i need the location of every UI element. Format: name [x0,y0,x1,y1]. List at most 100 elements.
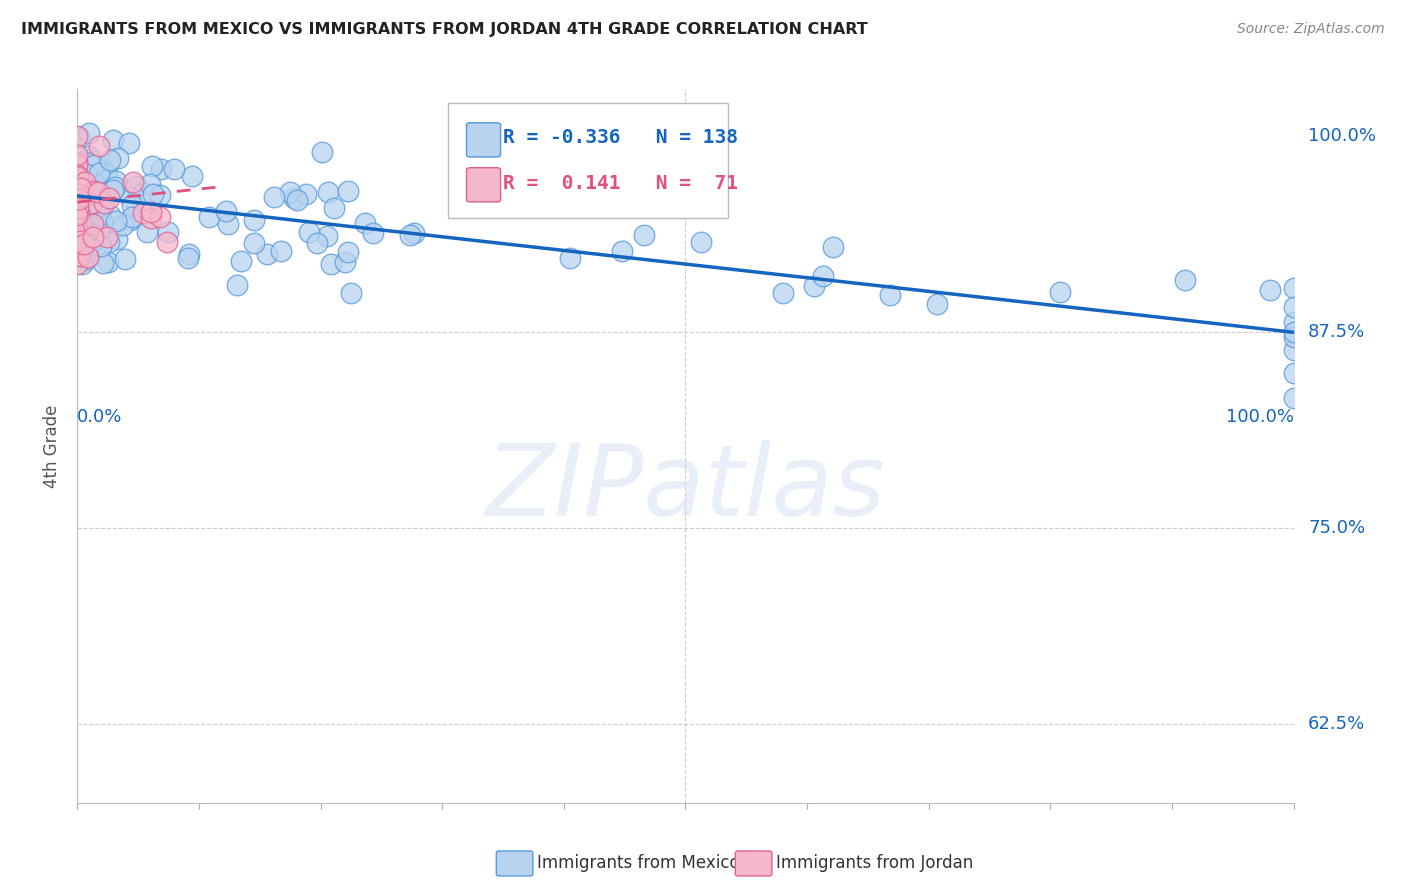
Point [132,205,155,219]
Point [76,214,98,228]
Point [70,243,93,257]
Point [80,236,103,251]
Point [103,184,125,198]
Point [79,163,101,178]
Point [66,169,89,183]
Point [927,297,949,311]
Point [689,235,711,250]
Point [1282,300,1305,314]
Point [316,229,339,244]
Point [87,139,110,153]
Point [77,250,100,264]
Point [125,178,148,193]
Point [70,235,93,249]
Point [803,279,825,293]
Point [73,189,96,203]
Point [354,216,377,230]
Point [229,253,252,268]
Point [111,218,134,232]
Point [139,177,162,191]
Point [66,244,89,258]
Point [1282,316,1305,330]
Point [1282,366,1305,380]
Point [66,171,89,186]
Point [294,187,316,202]
Point [77,153,100,167]
Point [83,203,105,218]
Point [1174,273,1197,287]
Point [181,169,204,183]
Point [83,171,105,186]
Text: Source: ZipAtlas.com: Source: ZipAtlas.com [1237,22,1385,37]
Point [67,218,90,232]
Point [321,256,343,270]
Point [142,186,165,201]
Point [322,201,344,215]
Point [73,168,96,182]
Point [156,225,179,239]
Point [1282,281,1305,295]
Point [66,197,89,211]
Point [242,213,264,227]
Point [298,225,321,239]
Point [122,175,145,189]
Point [141,159,163,173]
Point [104,179,127,194]
Point [821,240,844,254]
Point [105,232,128,246]
Point [118,190,141,204]
Point [82,230,104,244]
Point [1282,325,1305,339]
Point [72,173,94,187]
Point [75,167,97,181]
Point [226,277,249,292]
Point [66,194,89,209]
Text: 62.5%: 62.5% [1308,715,1365,733]
Point [66,128,89,143]
Point [118,136,141,150]
Text: 87.5%: 87.5% [1308,323,1365,342]
Point [66,203,89,218]
Point [66,148,89,162]
Point [100,208,122,222]
Point [66,193,89,207]
Point [263,190,285,204]
Point [66,211,89,226]
Point [86,186,108,200]
Point [398,227,420,242]
Point [67,129,90,144]
Point [121,198,143,212]
Point [66,209,89,223]
Point [69,182,91,196]
Point [66,191,89,205]
Point [66,178,89,192]
Point [79,200,101,214]
Point [79,156,101,170]
Point [66,195,89,210]
Point [242,236,264,251]
Point [107,151,129,165]
Point [70,191,93,205]
Point [96,230,118,244]
Point [136,225,159,239]
Point [94,168,117,182]
Point [633,227,655,242]
Text: 0.0%: 0.0% [77,409,122,426]
Point [83,227,105,242]
Point [66,200,89,214]
Point [139,211,162,225]
Point [87,166,110,180]
Point [67,192,90,206]
Point [149,210,172,224]
Point [82,205,104,219]
Point [149,187,172,202]
Point [121,211,143,225]
Point [66,230,89,244]
FancyBboxPatch shape [467,123,501,157]
Point [66,173,89,187]
Point [67,170,90,185]
Point [75,186,97,200]
Point [77,199,100,213]
Point [66,208,89,222]
Point [83,184,105,198]
